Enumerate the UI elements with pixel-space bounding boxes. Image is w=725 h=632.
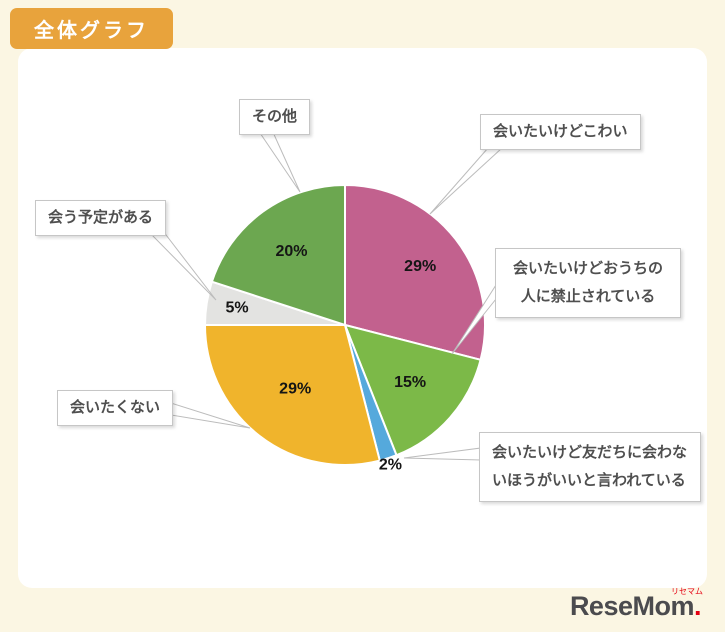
callout-other: その他 [239, 99, 311, 135]
callout-have-plans-to-meet: 会う予定がある [35, 200, 167, 236]
callout-want-to-meet-but-scared: 会いたいけどこわい [480, 114, 641, 150]
resemom-logo: ReseMom. リセマム [569, 587, 703, 622]
page-title: 全体グラフ [10, 8, 173, 49]
logo-text: ReseMom [569, 591, 695, 621]
logo-dot: . [693, 591, 702, 621]
logo-sub-katakana: リセマム [671, 587, 703, 596]
callout-told-not-to-meet-friends: 会いたいけど友だちに会わないほうがいいと言われている [479, 432, 701, 502]
callout-dont-want-to-meet: 会いたくない [57, 390, 174, 426]
callout-forbidden-by-family: 会いたいけどおうちの人に禁止されている [495, 248, 681, 318]
